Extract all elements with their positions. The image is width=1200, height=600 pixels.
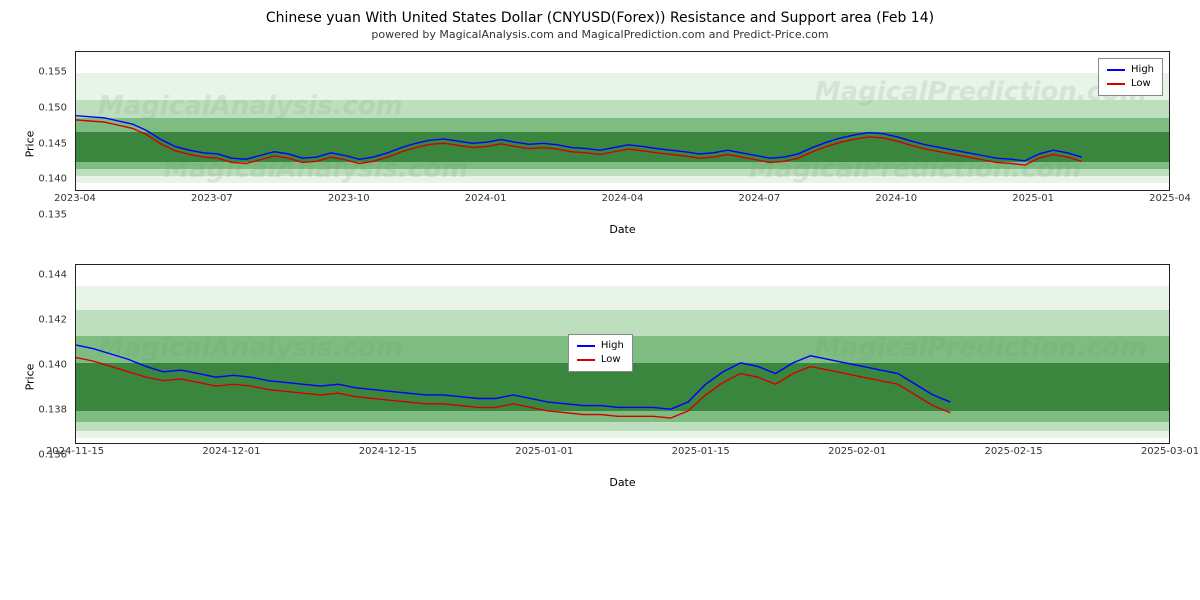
- x-axis-label: Date: [75, 476, 1170, 489]
- y-tick: 0.144: [22, 270, 67, 281]
- x-tick: 2024-12-01: [202, 446, 260, 457]
- legend: High Low: [568, 334, 633, 372]
- chart-title: Chinese yuan With United States Dollar (…: [20, 10, 1180, 26]
- legend-label: High: [1131, 63, 1154, 77]
- series-line: [76, 358, 950, 419]
- y-tick: 0.142: [22, 315, 67, 326]
- x-axis-label: Date: [75, 223, 1170, 236]
- bottom-chart: Price 0.1360.1380.1400.1420.144 MagicalA…: [75, 264, 1170, 489]
- x-tick: 2025-01: [1012, 193, 1054, 204]
- x-tick: 2024-10: [875, 193, 917, 204]
- x-tick: 2024-04: [602, 193, 644, 204]
- x-ticks-top: 2023-042023-072023-102024-012024-042024-…: [75, 191, 1170, 205]
- x-ticks-bottom: 2024-11-152024-12-012024-12-152025-01-01…: [75, 444, 1170, 458]
- chart-subtitle: powered by MagicalAnalysis.com and Magic…: [20, 28, 1180, 41]
- series-line: [76, 345, 950, 409]
- x-tick: 2025-04: [1149, 193, 1191, 204]
- series-line: [76, 120, 1082, 165]
- x-tick: 2025-03-01: [1141, 446, 1199, 457]
- y-tick: 0.155: [22, 67, 67, 78]
- x-tick: 2025-01-15: [672, 446, 730, 457]
- legend-label: Low: [1131, 77, 1151, 91]
- top-plot-area: MagicalAnalysis.com MagicalPrediction.co…: [75, 51, 1170, 191]
- x-tick: 2025-02-01: [828, 446, 886, 457]
- legend-item-high: High: [1107, 63, 1154, 77]
- top-chart: Price 0.1350.1400.1450.1500.155 MagicalA…: [75, 51, 1170, 236]
- x-tick: 2023-04: [54, 193, 96, 204]
- price-series-top: [76, 52, 1169, 190]
- legend-swatch: [1107, 83, 1125, 85]
- legend-swatch: [1107, 69, 1125, 71]
- x-tick: 2024-11-15: [46, 446, 104, 457]
- legend-swatch: [577, 359, 595, 361]
- y-tick: 0.150: [22, 102, 67, 113]
- x-tick: 2024-12-15: [359, 446, 417, 457]
- x-tick: 2025-02-15: [985, 446, 1043, 457]
- legend: High Low: [1098, 58, 1163, 96]
- y-tick: 0.140: [22, 360, 67, 371]
- y-tick: 0.135: [22, 209, 67, 220]
- x-tick: 2023-07: [191, 193, 233, 204]
- series-line: [76, 116, 1082, 161]
- y-tick: 0.138: [22, 405, 67, 416]
- x-tick: 2024-01: [465, 193, 507, 204]
- x-tick: 2023-10: [328, 193, 370, 204]
- legend-swatch: [577, 345, 595, 347]
- y-tick: 0.140: [22, 174, 67, 185]
- legend-item-high: High: [577, 339, 624, 353]
- x-tick: 2024-07: [738, 193, 780, 204]
- y-tick: 0.145: [22, 138, 67, 149]
- legend-item-low: Low: [1107, 77, 1154, 91]
- x-tick: 2025-01-01: [515, 446, 573, 457]
- bottom-plot-area: MagicalAnalysis.com MagicalPrediction.co…: [75, 264, 1170, 444]
- legend-item-low: Low: [577, 353, 624, 367]
- legend-label: Low: [601, 353, 621, 367]
- legend-label: High: [601, 339, 624, 353]
